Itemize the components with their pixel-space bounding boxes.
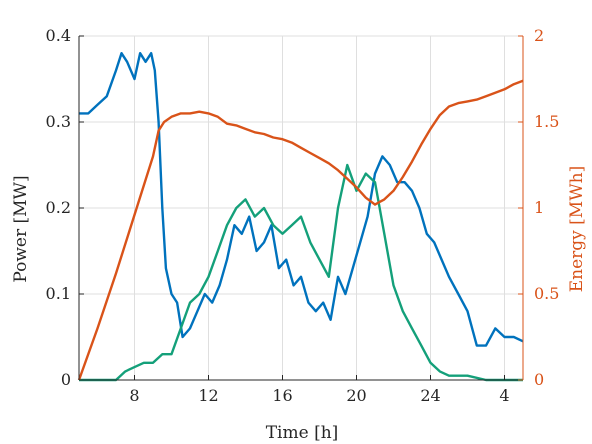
y-left-tick-label: 0.1 [46,284,71,303]
y-right-tick-label: 1 [534,198,544,217]
x-axis-label: Time [h] [266,423,339,443]
x-tick-label: 4 [499,386,509,405]
y-left-tick-label: 0.4 [46,26,71,45]
y-right-tick-label: 0 [534,370,544,389]
series-line-1 [79,52,524,347]
y-left-tick-label: 0.2 [46,198,71,217]
series-layer [77,52,524,382]
series-line-2 [79,163,523,382]
y-right-tick-label: 1.5 [534,112,559,131]
x-tick-label: 20 [346,386,366,405]
y-left-tick-label: 0 [61,370,71,389]
x-tick-label: 12 [198,386,218,405]
grid-layer [79,35,523,381]
y-left-axis-label: Power [MW] [11,175,31,282]
x-tick-label: 8 [129,386,139,405]
y-left-tick-label: 0.3 [46,112,71,131]
y-right-tick-label: 0.5 [534,284,559,303]
ticks-layer: 8 12 16 20 24 4 0 0.1 0.2 0.3 0.4 0 0.5 1 1.5 2 [46,26,560,405]
x-tick-label: 24 [420,386,440,405]
y-right-axis-label: Energy [MWh] [567,166,587,293]
y-right-tick-label: 2 [534,26,544,45]
x-tick-label: 16 [272,386,292,405]
series-line-3 [77,79,524,381]
